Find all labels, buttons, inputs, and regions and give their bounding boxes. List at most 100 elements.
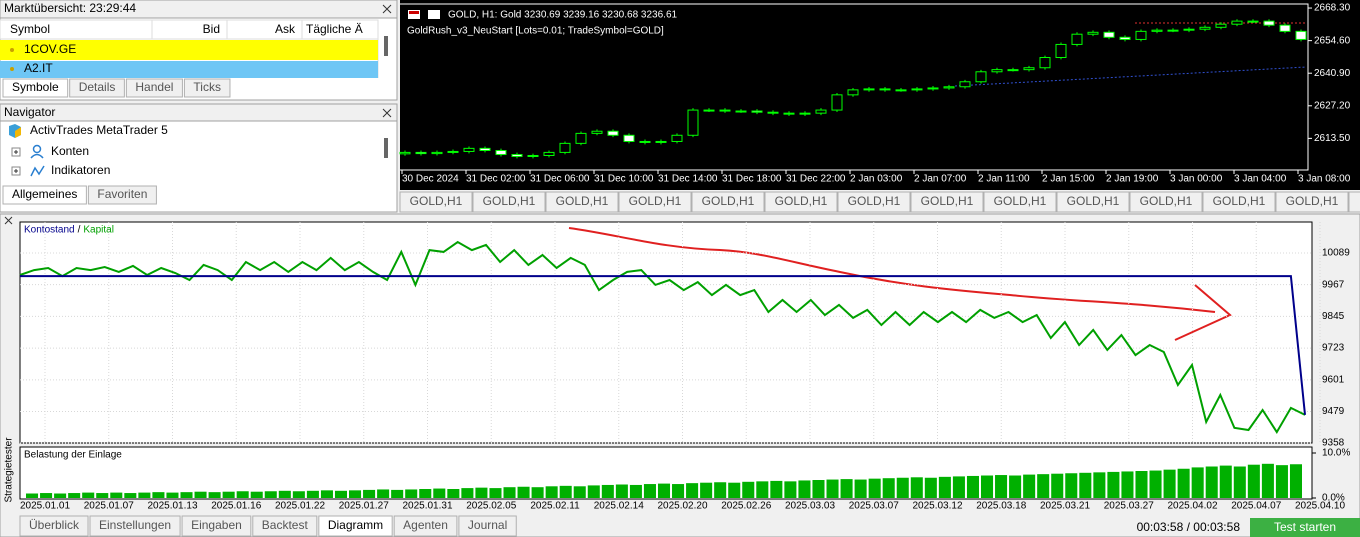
chart-tab-label[interactable]: GOLD,H1: [921, 194, 974, 208]
tree-root: ActivTrades MetaTrader 5: [30, 123, 168, 137]
tab-label[interactable]: Handel: [135, 80, 173, 94]
chart-tab[interactable]: [399, 191, 473, 213]
chart-tab-label[interactable]: GOLD,H1: [775, 194, 828, 208]
chart-tab[interactable]: [691, 191, 765, 213]
load-bar: [222, 491, 235, 498]
tab[interactable]: [183, 78, 231, 98]
chart-tab[interactable]: [837, 191, 911, 213]
tab-label[interactable]: Backtest: [262, 518, 309, 532]
accounts-icon: [32, 144, 42, 154]
tree-item[interactable]: Konten: [51, 144, 89, 158]
row-highlight[interactable]: [0, 61, 378, 78]
load-bar: [1289, 464, 1302, 498]
chart-tab[interactable]: [1202, 191, 1276, 213]
candle-body: [415, 151, 427, 155]
chart-tab[interactable]: [764, 191, 838, 213]
load-bar: [180, 492, 193, 498]
chart-tab[interactable]: [472, 191, 546, 213]
load-bar: [503, 487, 516, 498]
candle-body: [767, 111, 779, 114]
tab[interactable]: [125, 78, 183, 98]
candle-body: [1151, 29, 1163, 32]
accounts-icon-part: [30, 153, 44, 159]
tab-label[interactable]: Eingaben: [191, 518, 242, 532]
x-tick-label: 3 Jan 04:00: [1234, 174, 1287, 185]
chart-tab-label[interactable]: GOLD,H1: [1140, 194, 1193, 208]
load-bar: [1079, 472, 1092, 498]
chart-tab-label[interactable]: GOLD,H1: [556, 194, 609, 208]
tab-label[interactable]: Favoriten: [97, 187, 147, 201]
load-bar: [910, 477, 923, 498]
tab[interactable]: [2, 78, 69, 98]
date-label: 2025.01.16: [211, 501, 261, 512]
candle-body: [863, 88, 875, 91]
candle-body: [783, 112, 795, 115]
chart-tab-label[interactable]: GOLD,H1: [410, 194, 463, 208]
candle-body: [1167, 29, 1179, 32]
timer: 00:03:58 / 00:03:58: [1137, 520, 1241, 534]
chart-tab-label[interactable]: GOLD,H1: [1067, 194, 1120, 208]
scrollbar[interactable]: [384, 36, 388, 56]
load-bar: [854, 479, 867, 498]
chart-tab[interactable]: [983, 191, 1057, 213]
tab-label[interactable]: Agenten: [403, 518, 448, 532]
chart-tab-label[interactable]: GOLD,H1: [702, 194, 755, 208]
chart-tab[interactable]: [545, 191, 619, 213]
button-label[interactable]: Test starten: [1274, 520, 1336, 534]
tab-label[interactable]: Allgemeines: [12, 187, 77, 201]
x-tick-label: 30 Dec 2024: [402, 174, 459, 185]
tab-label[interactable]: Diagramm: [328, 518, 383, 532]
row-highlight[interactable]: [0, 40, 378, 60]
tab[interactable]: [87, 185, 157, 205]
panel-title: Navigator: [4, 105, 55, 119]
tab[interactable]: [393, 515, 458, 537]
y-tick-label: 0.0%: [1322, 493, 1345, 504]
close-icon[interactable]: [382, 4, 392, 14]
chart-tab[interactable]: [1129, 191, 1203, 213]
scrollbar[interactable]: [384, 138, 388, 158]
tab[interactable]: [252, 515, 318, 537]
candle-body: [831, 94, 843, 111]
chart-tab[interactable]: [1056, 191, 1130, 213]
x-tick-label: 2 Jan 07:00: [914, 174, 967, 185]
candle-body: [959, 81, 971, 88]
tab[interactable]: [19, 515, 89, 537]
tab-label[interactable]: Überblick: [29, 518, 80, 532]
flag-stripe: [409, 11, 419, 14]
chart-tab[interactable]: [618, 191, 692, 213]
tab-label[interactable]: Einstellungen: [99, 518, 171, 532]
close-icon[interactable]: [382, 108, 392, 118]
chart-tab[interactable]: [1348, 191, 1360, 213]
chart-tab-label[interactable]: GOLD,H1: [1286, 194, 1339, 208]
chart-tab-label[interactable]: GOLD,H1: [994, 194, 1047, 208]
chart-tab[interactable]: [910, 191, 984, 213]
tab-label[interactable]: Details: [79, 80, 116, 94]
tab[interactable]: [89, 515, 181, 537]
y-tick-label: 9723: [1322, 343, 1345, 354]
tab[interactable]: [2, 185, 87, 205]
load-bar: [54, 493, 67, 498]
tab-label[interactable]: Journal: [468, 518, 507, 532]
chart-tab-label[interactable]: GOLD,H1: [1213, 194, 1266, 208]
candle-body: [1247, 20, 1259, 23]
tab-label[interactable]: Ticks: [193, 80, 221, 94]
chart-tab-label[interactable]: GOLD,H1: [629, 194, 682, 208]
market-watch: Marktübersicht: 23:29:44 Symbol Bid Ask …: [0, 0, 398, 101]
chart-tab-label[interactable]: GOLD,H1: [848, 194, 901, 208]
start-button[interactable]: [1250, 518, 1360, 537]
chart-tab-label[interactable]: GOLD,H1: [483, 194, 536, 208]
tab[interactable]: [458, 515, 517, 537]
x-tick-label: 31 Dec 10:00: [594, 174, 654, 185]
close-icon[interactable]: [4, 216, 13, 225]
load-bar: [531, 487, 544, 498]
tab-label[interactable]: Symbole: [12, 80, 59, 94]
chart-tab[interactable]: [1275, 191, 1349, 213]
tab[interactable]: [69, 78, 125, 98]
x-tick-label: 2 Jan 03:00: [850, 174, 903, 185]
tab[interactable]: [181, 515, 252, 537]
tree-item[interactable]: Indikatoren: [51, 163, 110, 177]
tab[interactable]: [318, 515, 393, 537]
date-label: 2025.01.07: [84, 501, 134, 512]
load-bar: [924, 477, 937, 498]
